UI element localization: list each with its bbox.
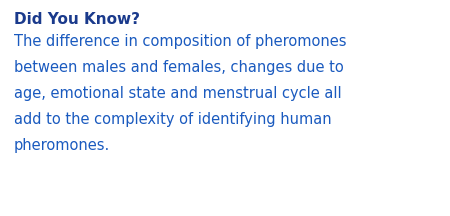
Text: pheromones.: pheromones. [14, 138, 110, 153]
Text: The difference in composition of pheromones: The difference in composition of pheromo… [14, 34, 346, 49]
Text: Did You Know?: Did You Know? [14, 12, 140, 27]
Text: between males and females, changes due to: between males and females, changes due t… [14, 60, 344, 75]
Text: age, emotional state and menstrual cycle all: age, emotional state and menstrual cycle… [14, 86, 342, 101]
Text: add to the complexity of identifying human: add to the complexity of identifying hum… [14, 112, 332, 127]
